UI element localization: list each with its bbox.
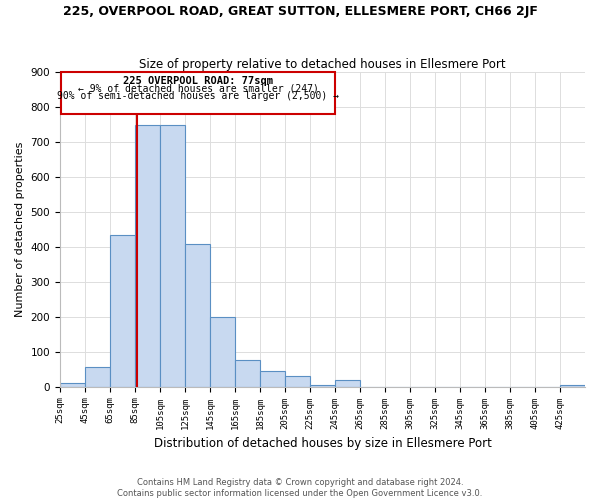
Bar xyxy=(285,376,310,386)
Bar xyxy=(160,124,185,386)
Text: Contains HM Land Registry data © Crown copyright and database right 2024.
Contai: Contains HM Land Registry data © Crown c… xyxy=(118,478,482,498)
Bar xyxy=(235,360,260,386)
Bar xyxy=(60,383,85,386)
Bar xyxy=(185,244,210,386)
Text: 225, OVERPOOL ROAD, GREAT SUTTON, ELLESMERE PORT, CH66 2JF: 225, OVERPOOL ROAD, GREAT SUTTON, ELLESM… xyxy=(62,5,538,18)
Bar xyxy=(110,234,135,386)
Bar xyxy=(560,385,585,386)
Text: ← 9% of detached houses are smaller (247): ← 9% of detached houses are smaller (247… xyxy=(77,84,319,94)
Y-axis label: Number of detached properties: Number of detached properties xyxy=(15,142,25,317)
Bar xyxy=(85,367,110,386)
Bar xyxy=(135,124,160,386)
Bar xyxy=(310,385,335,386)
Title: Size of property relative to detached houses in Ellesmere Port: Size of property relative to detached ho… xyxy=(139,58,506,71)
Bar xyxy=(335,380,360,386)
Bar xyxy=(260,371,285,386)
Bar xyxy=(210,317,235,386)
X-axis label: Distribution of detached houses by size in Ellesmere Port: Distribution of detached houses by size … xyxy=(154,437,491,450)
Text: 90% of semi-detached houses are larger (2,500) →: 90% of semi-detached houses are larger (… xyxy=(57,92,339,102)
FancyBboxPatch shape xyxy=(61,72,335,114)
Text: 225 OVERPOOL ROAD: 77sqm: 225 OVERPOOL ROAD: 77sqm xyxy=(123,76,273,86)
